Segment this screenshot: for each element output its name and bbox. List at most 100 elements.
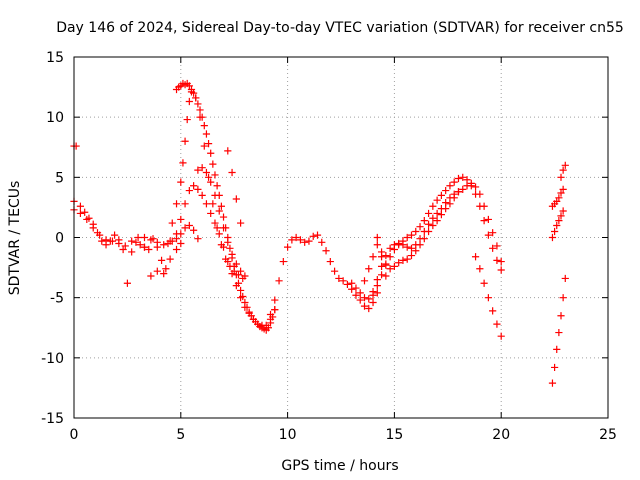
data-point [228,168,236,177]
data-point [420,235,428,243]
data-point [416,223,424,231]
data-point [480,217,488,225]
data-point [234,279,243,287]
data-point [145,245,153,254]
data-point [204,140,213,148]
data-point [335,274,343,283]
grid-lines [74,57,608,418]
data-point [557,189,565,197]
data-point [230,267,238,275]
data-point [424,227,433,236]
data-point [166,237,174,245]
data-point [217,241,225,249]
data-point [493,256,501,264]
data-point [348,285,356,293]
data-point [437,191,445,199]
data-point [322,247,330,255]
data-point [369,288,377,296]
data-point [209,160,217,168]
series-arc-r [548,207,567,242]
data-point [399,256,407,264]
x-tick-label: 0 [70,427,79,443]
data-point [459,173,467,181]
data-point [198,164,206,172]
data-point [147,236,155,244]
series-arc-c [70,206,185,280]
data-point [153,267,161,275]
data-point [288,236,296,244]
y-tick-label: -5 [50,291,64,307]
data-point [108,237,117,245]
data-point [555,217,563,225]
data-point [301,238,309,246]
data-point [561,161,569,169]
data-point [442,199,450,207]
data-point [471,253,480,261]
data-point [429,221,437,230]
data-point [284,243,292,251]
data-point [360,277,369,285]
series-arc-o [471,253,505,340]
x-tick-label: 25 [599,427,617,443]
data-point [365,304,373,313]
data-point [160,270,168,278]
data-point [484,215,492,224]
data-point [194,185,202,193]
data-point [245,308,253,316]
data-point [454,188,463,196]
data-point [407,244,416,252]
series-arc-s [548,274,569,387]
data-point [207,149,215,157]
data-point [202,130,211,138]
data-point [557,173,565,181]
data-point [463,182,471,190]
series-arc-i [224,147,245,227]
data-point [89,224,97,232]
series-arc-n [360,241,390,285]
data-point [497,266,505,274]
data-point [215,207,223,215]
data-point [450,194,458,202]
data-point [557,212,565,220]
data-point [241,272,249,280]
y-tick-label: 0 [55,231,64,247]
data-point [377,271,386,279]
data-point [96,231,104,239]
data-point [437,211,445,219]
data-point [185,186,193,195]
data-point [555,328,563,337]
x-tick-label: 10 [279,427,297,443]
data-point [110,231,119,239]
data-point [365,265,373,273]
x-tick-label: 15 [385,427,403,443]
data-point [489,244,497,252]
data-point [429,202,437,210]
data-point [177,178,185,186]
series-arc-m [373,188,463,273]
data-point [202,200,211,208]
data-point [557,312,565,320]
data-point [185,97,193,106]
series-arc-a [70,142,80,150]
data-point [382,272,390,280]
data-point [200,142,208,150]
data-point [271,296,279,304]
data-point [497,257,505,266]
data-point [185,82,193,90]
series-arc-q [557,161,569,181]
data-point [224,238,232,246]
data-point [559,294,567,302]
data-point [181,137,189,145]
data-point [266,310,275,319]
data-point [330,267,339,275]
data-point [211,219,219,227]
data-point [153,238,161,246]
data-point [476,190,484,198]
data-point [160,241,168,249]
data-point [190,226,198,234]
data-point [559,185,567,193]
data-point [224,147,232,155]
data-point [339,277,347,285]
data-point [493,320,501,328]
data-point [136,241,144,249]
